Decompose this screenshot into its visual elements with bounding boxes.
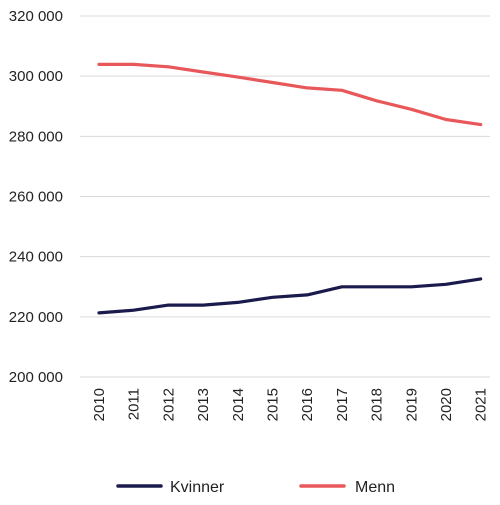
y-tick-label: 300 000 [9, 68, 63, 85]
x-tick-label: 2017 [334, 388, 351, 421]
x-tick-label: 2018 [369, 388, 386, 421]
x-tick-label: 2011 [126, 388, 143, 420]
x-tick-label: 2016 [299, 388, 316, 421]
x-tick-label: 2021 [473, 388, 490, 421]
legend-label-menn: Menn [355, 479, 395, 496]
gridlines [80, 15, 490, 378]
y-axis-tick-labels: 200 000 220 000 240 000 260 000 280 000 300 0… [9, 8, 63, 386]
y-tick-label: 320 000 [9, 8, 63, 25]
y-tick-label: 240 000 [9, 249, 63, 266]
y-tick-label: 280 000 [9, 128, 63, 145]
x-tick-label: 2010 [91, 388, 108, 421]
legend: Kvinner Menn [116, 479, 395, 496]
series-line-menn [97, 62, 483, 127]
x-tick-label: 2020 [438, 388, 455, 421]
series-line-kvinner [97, 277, 483, 315]
y-tick-label: 220 000 [9, 309, 63, 326]
x-axis-tick-labels: 2010 2011 2012 2013 2014 2015 2016 2017 2018 2019… [91, 388, 490, 421]
x-tick-label: 2019 [403, 388, 420, 421]
y-tick-label: 200 000 [9, 369, 63, 386]
x-tick-label: 2015 [265, 388, 282, 421]
series-lines [97, 62, 483, 315]
x-tick-label: 2013 [195, 388, 212, 421]
x-tick-label: 2012 [160, 388, 177, 421]
x-tick-label: 2014 [230, 388, 247, 421]
legend-label-kvinner: Kvinner [170, 479, 225, 496]
y-tick-label: 260 000 [9, 189, 63, 206]
